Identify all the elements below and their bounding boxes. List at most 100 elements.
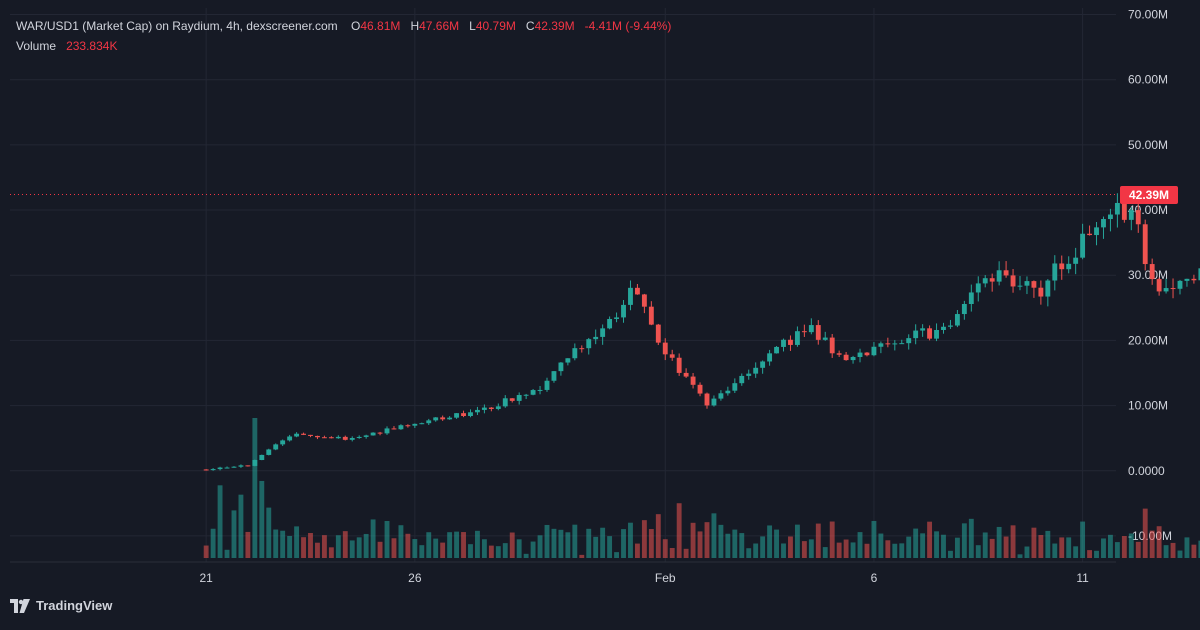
candle-body	[1045, 280, 1051, 297]
candle-body	[857, 352, 863, 358]
volume-bar	[315, 542, 320, 558]
volume-bar	[899, 543, 905, 558]
candle-body	[739, 375, 745, 384]
x-tick-label: 26	[408, 571, 422, 585]
volume-bar	[509, 532, 515, 558]
tradingview-branding[interactable]: TradingView	[10, 598, 112, 613]
volume-bar	[781, 543, 786, 558]
candle-body	[579, 348, 585, 350]
volume-bar	[252, 418, 258, 558]
candle-body	[551, 371, 557, 381]
volume-bar	[927, 521, 933, 558]
candle-body	[419, 423, 425, 425]
candle-body	[238, 465, 244, 467]
volume-bar	[203, 545, 209, 558]
candle-body	[454, 413, 460, 418]
candle-body	[1087, 233, 1093, 236]
candle-body	[774, 346, 779, 354]
volume-bar	[1017, 554, 1023, 558]
volume-bar	[711, 513, 717, 558]
volume-bar	[1163, 545, 1169, 558]
candle-body	[398, 425, 404, 430]
candle-body	[669, 354, 675, 358]
candle-body	[1017, 285, 1023, 287]
volume-bar	[537, 535, 543, 558]
low-label: L	[469, 19, 476, 33]
candle-body	[871, 346, 877, 356]
candle-body	[210, 469, 216, 471]
volume-row: Volume 233.834K	[16, 36, 671, 56]
candle-body	[948, 325, 953, 327]
candle-body	[1121, 202, 1127, 220]
candle-body	[342, 436, 348, 440]
candle-body	[280, 440, 286, 445]
candle-body	[315, 435, 320, 438]
volume-bar	[321, 535, 327, 558]
candle-body	[231, 466, 237, 468]
volume-bar	[475, 530, 480, 558]
volume-bar	[683, 548, 689, 558]
tradingview-logo-icon	[10, 598, 30, 613]
volume-bar	[586, 528, 592, 558]
candle-body	[843, 354, 849, 361]
volume-bar	[690, 522, 696, 558]
candle-body	[1080, 233, 1086, 258]
candle-body	[321, 437, 327, 439]
candle-body	[1184, 278, 1190, 281]
high-value: 47.66M	[419, 19, 460, 33]
candle-body	[676, 357, 682, 373]
volume-bar	[1031, 527, 1037, 558]
candle-body	[655, 324, 661, 343]
volume-bar	[419, 545, 425, 558]
volume-bar	[600, 527, 606, 558]
candle-body	[1003, 270, 1009, 276]
volume-bar	[704, 522, 710, 558]
volume-bar	[1066, 537, 1072, 558]
candle-body	[760, 361, 766, 368]
candle-body	[697, 384, 703, 394]
grid	[10, 8, 1116, 562]
candle-body	[391, 428, 397, 430]
volume-bar	[502, 543, 508, 558]
open-label: O	[351, 19, 361, 33]
candle-body	[349, 437, 355, 440]
volume-bar	[669, 547, 675, 558]
candle-body	[954, 314, 960, 326]
candle-body	[850, 357, 856, 361]
candle-body	[461, 413, 466, 417]
candle-body	[614, 317, 619, 319]
candle-body	[711, 398, 717, 406]
candle-body	[502, 398, 508, 407]
x-tick-label: Feb	[655, 571, 676, 585]
y-tick-label: 10.00M	[1128, 399, 1168, 413]
candle-body	[920, 328, 926, 331]
volume-bar	[1045, 530, 1051, 558]
volume-bar	[614, 552, 619, 558]
candle-body	[224, 467, 230, 469]
volume-bar	[662, 539, 668, 558]
close-value: 42.39M	[534, 19, 575, 33]
candles	[203, 193, 1200, 471]
volume-bar	[1059, 537, 1065, 558]
volume-bar	[989, 538, 995, 558]
volume-bar	[941, 534, 946, 558]
volume-bar	[815, 523, 821, 558]
candle-body	[634, 287, 640, 295]
volume-label: Volume	[16, 39, 57, 53]
candle-body	[648, 306, 654, 325]
candle-body	[1101, 219, 1106, 228]
volume-bar	[377, 541, 383, 558]
volume-bar	[808, 539, 814, 558]
volume-bar	[426, 532, 432, 558]
volume-bar	[843, 539, 849, 558]
candle-body	[523, 394, 529, 396]
candle-body	[607, 318, 613, 329]
volume-bar	[676, 503, 682, 558]
volume-value: 233.834K	[66, 39, 118, 53]
volume-bar	[217, 485, 223, 558]
candle-body	[1128, 210, 1134, 220]
volume-bar	[1003, 536, 1009, 558]
candle-body	[245, 465, 251, 467]
